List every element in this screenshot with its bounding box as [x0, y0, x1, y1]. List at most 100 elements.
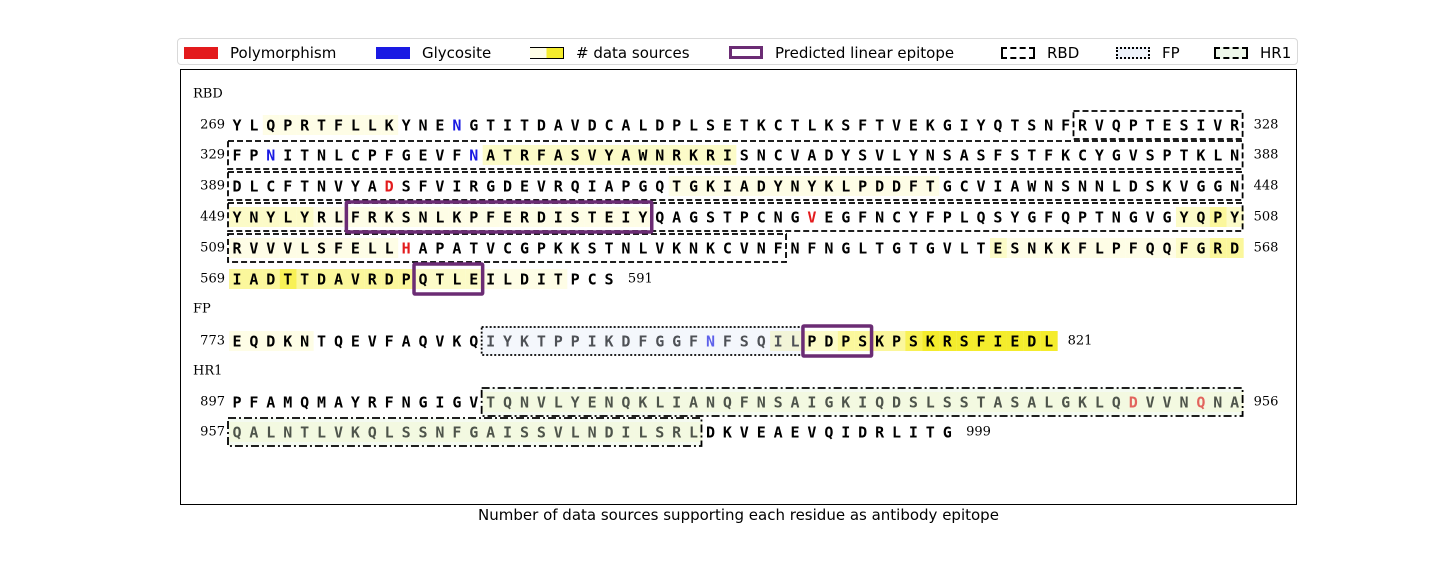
residue-letter: K [824, 178, 833, 196]
residue-letter: K [841, 394, 850, 412]
hr1-swatch [1214, 46, 1248, 59]
residue-shade [516, 207, 534, 227]
residue-letter: N [418, 117, 427, 135]
residue-letter: V [368, 333, 377, 351]
rbd-domain-box [227, 140, 1244, 170]
residue-letter: Q [571, 178, 580, 196]
residue-shade [465, 269, 483, 289]
residue-shade [871, 176, 889, 196]
legend-data-sources-label: # data sources [576, 43, 690, 62]
residue-letter: N [469, 147, 478, 165]
residue-shade [1057, 392, 1075, 412]
residue-letter: I [841, 424, 850, 442]
residue-letter: K [605, 333, 614, 351]
residue-letter: K [926, 333, 935, 351]
residue-letter: G [689, 209, 698, 227]
residue-letter: S [418, 424, 427, 442]
residue-shade [584, 145, 602, 165]
residue-letter: G [1129, 209, 1138, 227]
residue-letter: S [1061, 178, 1070, 196]
residue-shade [296, 422, 314, 442]
residue-shade [1175, 392, 1193, 412]
residue-letter: D [858, 424, 867, 442]
residue-letter: Q [621, 394, 630, 412]
residue-letter: G [1213, 178, 1222, 196]
residue-letter: A [621, 147, 630, 165]
glycosite-swatch [376, 46, 410, 59]
residue-letter: R [1078, 117, 1088, 135]
residue-shade [1226, 392, 1244, 412]
residue-letter: A [334, 394, 343, 412]
residue-letter: A [993, 394, 1002, 412]
residue-letter: P [469, 209, 478, 227]
residue-shade [296, 269, 314, 289]
residue-shade [550, 392, 568, 412]
residue-letter: T [1010, 117, 1019, 135]
residue-letter: F [1044, 147, 1053, 165]
residue-letter: C [351, 147, 360, 165]
residue-letter: C [605, 117, 614, 135]
residue-letter: C [774, 117, 783, 135]
residue-letter: V [571, 117, 580, 135]
residue-letter: I [503, 424, 512, 442]
residue-letter: K [706, 178, 715, 196]
residue-shade [1192, 207, 1210, 227]
row-start-number: 269 [200, 118, 225, 133]
residue-shade [313, 115, 331, 135]
residue-letter: C [266, 178, 275, 196]
residue-letter: S [588, 240, 597, 258]
residue-letter: G [926, 240, 935, 258]
legend-epitope: Predicted linear epitope [729, 39, 954, 66]
residue-letter: T [909, 240, 918, 258]
residue-letter: F [351, 209, 360, 227]
residue-letter: N [317, 147, 326, 165]
residue-shade [245, 207, 263, 227]
residue-letter: D [1129, 178, 1138, 196]
residue-letter: E [993, 240, 1002, 258]
residue-letter: E [520, 178, 529, 196]
residue-shade [922, 331, 940, 351]
residue-letter: M [283, 394, 292, 412]
residue-letter: C [723, 240, 732, 258]
residue-letter: D [706, 424, 715, 442]
predicted-epitope-box [801, 324, 874, 358]
residue-shade [1074, 392, 1092, 412]
residue-letter: D [621, 333, 630, 351]
residue-letter: N [283, 424, 292, 442]
residue-letter: I [232, 271, 241, 289]
residue-letter: I [993, 333, 1002, 351]
residue-shade [736, 392, 754, 412]
residue-letter: V [351, 271, 360, 289]
residue-letter: T [977, 240, 986, 258]
residue-letter: Q [977, 209, 986, 227]
residue-letter: Q [249, 333, 258, 351]
residue-letter: I [723, 178, 732, 196]
residue-letter: L [807, 117, 816, 135]
residue-letter: E [588, 394, 597, 412]
residue-letter: V [283, 240, 292, 258]
residue-letter: R [554, 178, 564, 196]
residue-letter: S [1010, 240, 1019, 258]
residue-shade [448, 207, 466, 227]
legend-rbd: RBD [1001, 39, 1079, 66]
residue-shade [1142, 238, 1160, 258]
residue-letter: T [300, 147, 309, 165]
residue-letter: I [486, 271, 495, 289]
residue-letter: G [638, 178, 647, 196]
residue-letter: D [655, 117, 664, 135]
section-label-fp: FP [193, 302, 211, 317]
residue-letter: K [1078, 394, 1087, 412]
residue-shade [888, 331, 906, 351]
residue-letter: F [334, 240, 343, 258]
residue-letter: G [943, 424, 952, 442]
residue-letter: E [791, 424, 800, 442]
residue-shade [1006, 392, 1024, 412]
residue-letter: T [520, 117, 529, 135]
residue-shade [1023, 392, 1041, 412]
residue-letter: R [875, 424, 885, 442]
residue-letter: T [672, 178, 681, 196]
residue-letter: I [807, 394, 816, 412]
residue-shade [1159, 392, 1177, 412]
residue-letter: P [807, 333, 816, 351]
residue-shade [229, 207, 246, 227]
